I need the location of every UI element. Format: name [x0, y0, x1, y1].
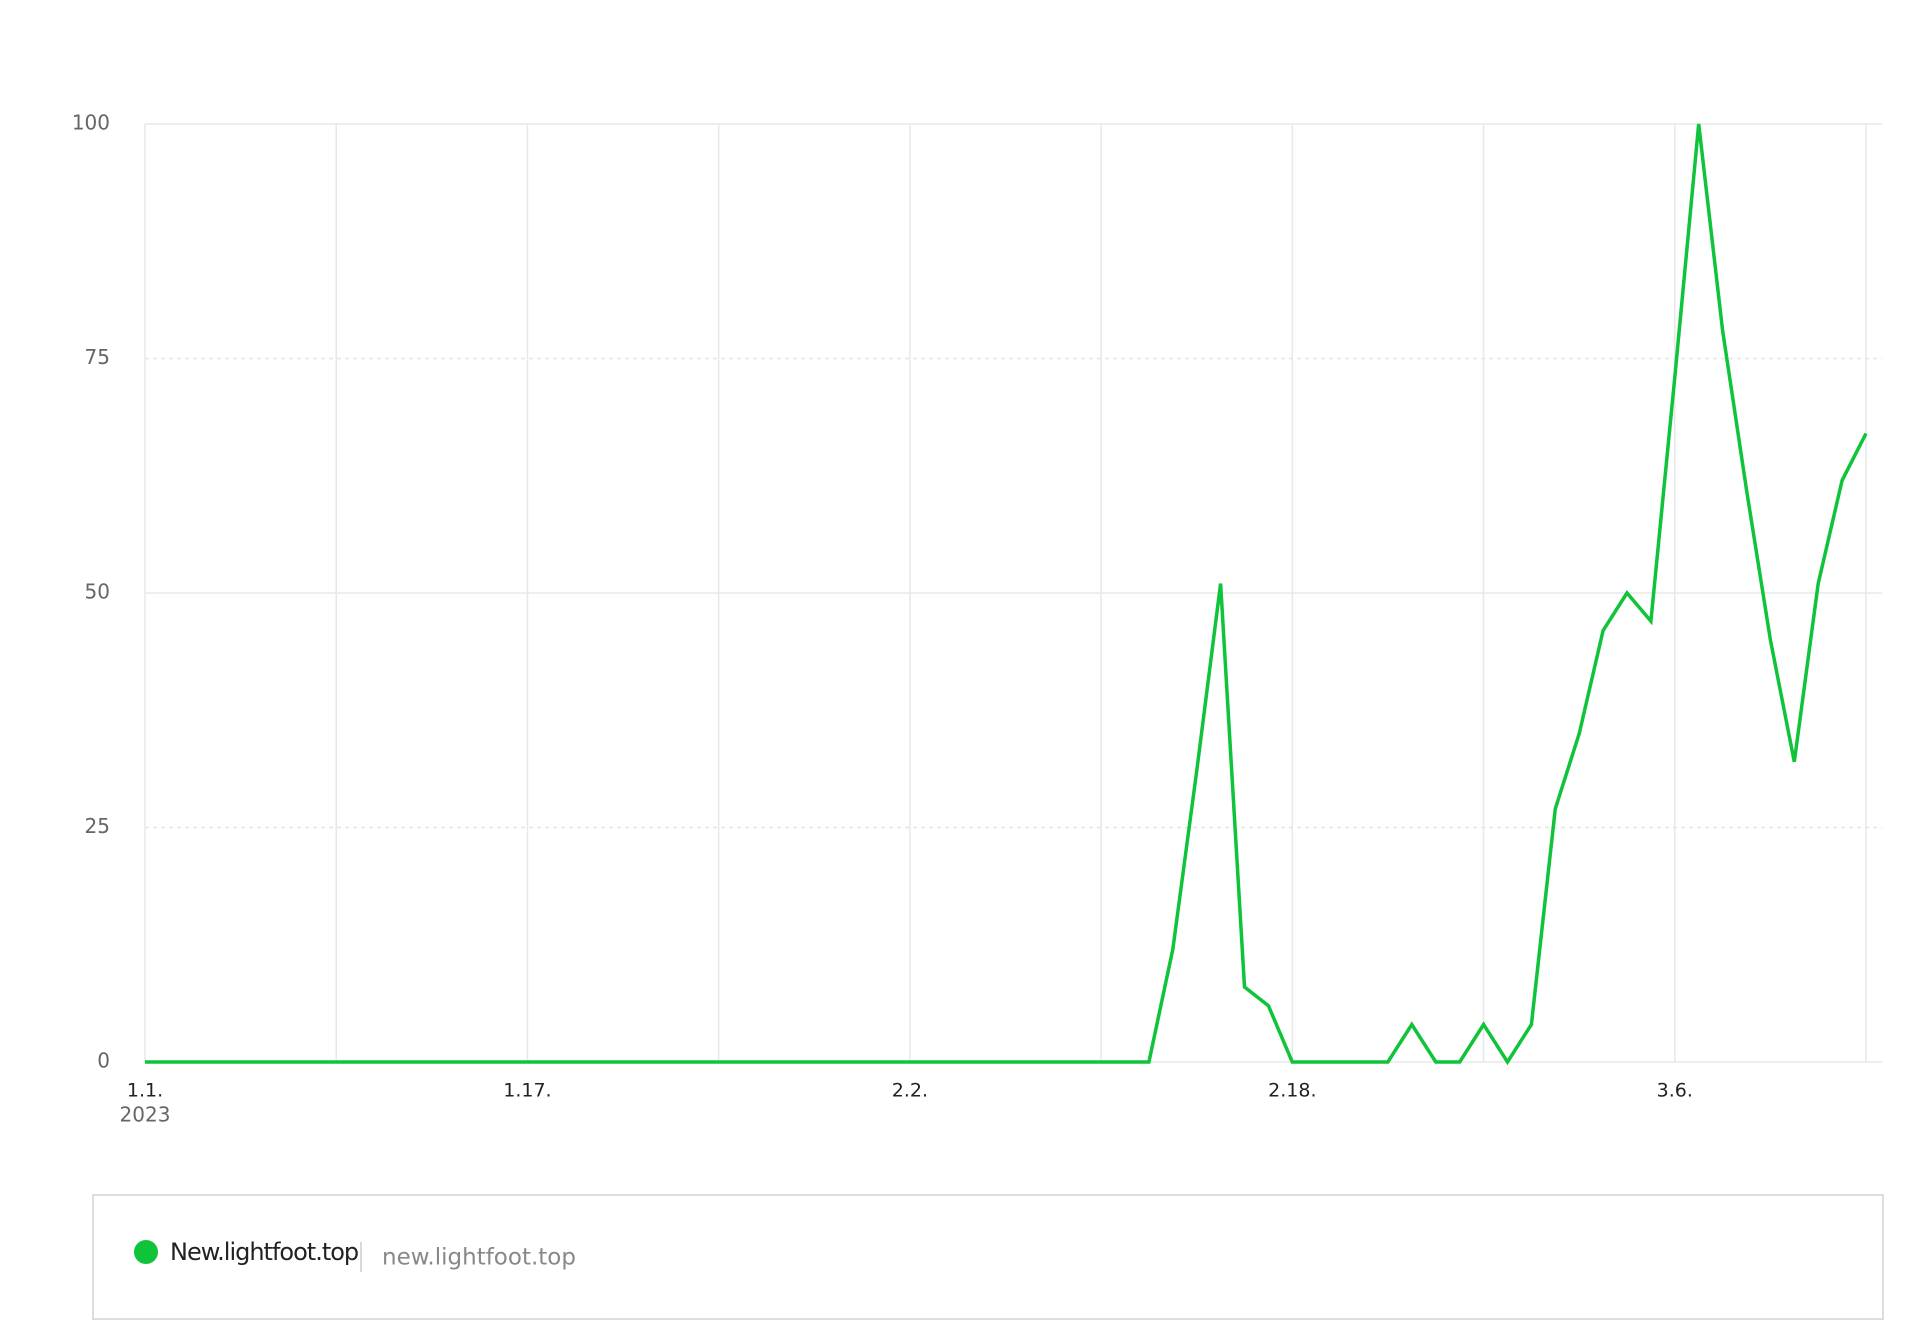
x-tick-label: 2.2. [892, 1080, 928, 1102]
legend-subtext: new.lightfoot.top [382, 1245, 576, 1271]
series-line [145, 123, 1868, 1066]
y-tick-label: 75 [85, 345, 110, 369]
legend-swatch [134, 1240, 158, 1264]
x-tick-label: 1.17. [503, 1080, 551, 1102]
y-tick-label: 25 [85, 814, 110, 838]
x-tick-label: 2.18. [1268, 1080, 1316, 1102]
y-tick-label: 0 [97, 1049, 110, 1073]
y-tick-label: 100 [72, 111, 110, 135]
legend-box [92, 1194, 1884, 1320]
x-year-label: 2023 [120, 1103, 171, 1127]
x-tick-label: 1.1. [127, 1080, 163, 1102]
x-tick-label: 3.6. [1657, 1080, 1693, 1102]
y-tick-label: 50 [85, 580, 110, 604]
legend-label: New.lightfoot.top [170, 1238, 358, 1266]
